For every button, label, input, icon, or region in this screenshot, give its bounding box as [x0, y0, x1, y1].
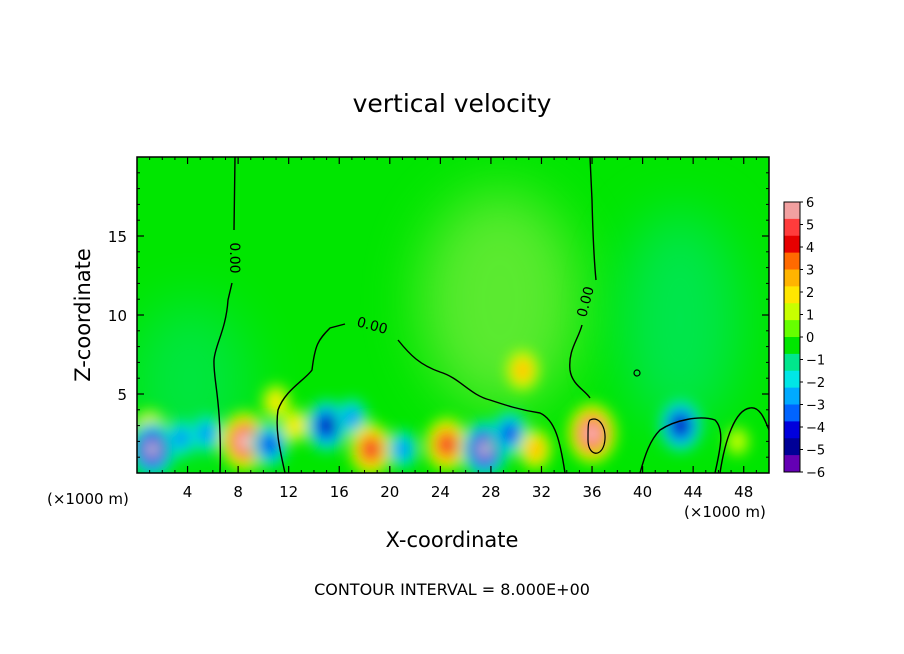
colorbar-segment	[784, 337, 800, 355]
x-tick-label: 12	[279, 483, 298, 501]
colorbar-segment	[784, 387, 800, 405]
colorbar-segment	[784, 320, 800, 338]
colorbar-segment	[784, 421, 800, 439]
soft-downdraft-region	[137, 300, 250, 460]
plot-area: 0.00 0.00 0.00	[137, 157, 769, 473]
colorbar-segment	[784, 353, 800, 372]
velocity-cell-1-peak	[148, 441, 157, 458]
x-tick-label: 4	[183, 483, 193, 501]
colorbar: 6 5 4 3 2 1 0 −1 −2 −3 −4 −5 −6	[783, 196, 825, 481]
x-tick-label: 44	[684, 483, 703, 501]
velocity-cell-4-peak	[240, 433, 249, 450]
contour-label: 0.00	[574, 285, 598, 319]
colorbar-segment	[784, 252, 800, 270]
y-axis: 5 10 15	[108, 172, 769, 458]
velocity-cell-10-level-5	[365, 442, 377, 457]
velocity-cell-13-peak	[480, 441, 489, 458]
colorbar-tick-label: −4	[806, 421, 825, 436]
velocity-cell-12-level-5	[440, 437, 453, 452]
soft-downdraft-region	[620, 210, 740, 430]
velocity-cell-14-level-4	[503, 425, 517, 442]
colorbar-segment	[784, 438, 800, 456]
velocity-cell-15-level-3	[515, 361, 530, 379]
chart-title: vertical velocity	[353, 89, 552, 118]
x-tick-label: 8	[233, 483, 243, 501]
colorbar-tick-label: −1	[806, 354, 825, 369]
colorbar-tick-label: −3	[806, 399, 825, 414]
x-tick-label: 32	[532, 483, 551, 501]
x-tick-label: 28	[481, 483, 500, 501]
contour-interval-footer: CONTOUR INTERVAL = 8.000E+00	[314, 580, 590, 599]
zero-contour-left	[213, 157, 236, 473]
colorbar-tick-label: 3	[806, 264, 814, 279]
colorbar-tick-label: −6	[806, 466, 825, 481]
colorbar-segment	[784, 269, 800, 287]
colorbar-segment	[784, 286, 800, 304]
contour-loop-small	[633, 369, 641, 377]
x-tick-label: 24	[431, 483, 450, 501]
colorbar-tick-label: 4	[806, 241, 814, 256]
x-axis: 4 8 12 16 20 24 28 32 36 40 44 48	[149, 157, 757, 501]
velocity-cell-3-level-3	[199, 425, 214, 442]
colorbar-segment	[784, 218, 800, 237]
velocity-cell-17-peak	[588, 425, 597, 442]
colorbar-segment	[784, 235, 800, 254]
colorbar-tick-label: 5	[806, 219, 814, 234]
y-tick-label: 5	[117, 386, 127, 404]
colorbar-segment	[784, 404, 800, 422]
x-tick-label: 36	[582, 483, 601, 501]
colorbar-tick-label: 6	[806, 196, 814, 211]
zero-contour-right	[569, 157, 597, 399]
zero-contour-middle	[276, 323, 566, 473]
x-tick-label: 16	[330, 483, 349, 501]
contour-label: 0.00	[226, 242, 242, 273]
colorbar-tick-label: −2	[806, 376, 825, 391]
velocity-cell-5-level-4	[263, 436, 276, 453]
colorbar-segment	[784, 455, 800, 473]
y-tick-label: 10	[108, 307, 127, 325]
velocity-cell-7-level-2	[287, 415, 303, 436]
colorbar-tick-label: −5	[806, 444, 825, 459]
x-tick-label: 20	[380, 483, 399, 501]
x-unit-label-right: (×1000 m)	[684, 503, 766, 521]
velocity-cell-2-level-3	[174, 429, 189, 447]
y-tick-label: 15	[108, 228, 127, 246]
velocity-cell-8-level-5	[320, 418, 333, 433]
soft-updraft-region	[420, 190, 580, 410]
colorbar-tick-label: 0	[806, 331, 814, 346]
velocity-cell-16-level-3	[528, 440, 542, 458]
zero-contour-lower-right	[639, 407, 769, 473]
x-tick-label: 48	[734, 483, 753, 501]
colorbar-segment	[784, 370, 800, 389]
colorbar-segment	[784, 202, 800, 220]
x-unit-label-left: (×1000 m)	[47, 490, 129, 508]
velocity-cell-19-level-1	[726, 428, 749, 455]
velocity-cell-11-level-3	[395, 440, 410, 458]
x-axis-label: X-coordinate	[386, 528, 519, 552]
contour-loop	[587, 418, 606, 454]
velocity-cell-9-level-3	[345, 409, 359, 427]
x-tick-label: 40	[633, 483, 652, 501]
colorbar-segment	[784, 303, 800, 321]
colorbar-tick-label: 1	[806, 309, 814, 324]
colorbar-tick-label: 2	[806, 286, 814, 301]
contour-label: 0.00	[355, 314, 389, 338]
y-axis-label: Z-coordinate	[71, 248, 95, 382]
